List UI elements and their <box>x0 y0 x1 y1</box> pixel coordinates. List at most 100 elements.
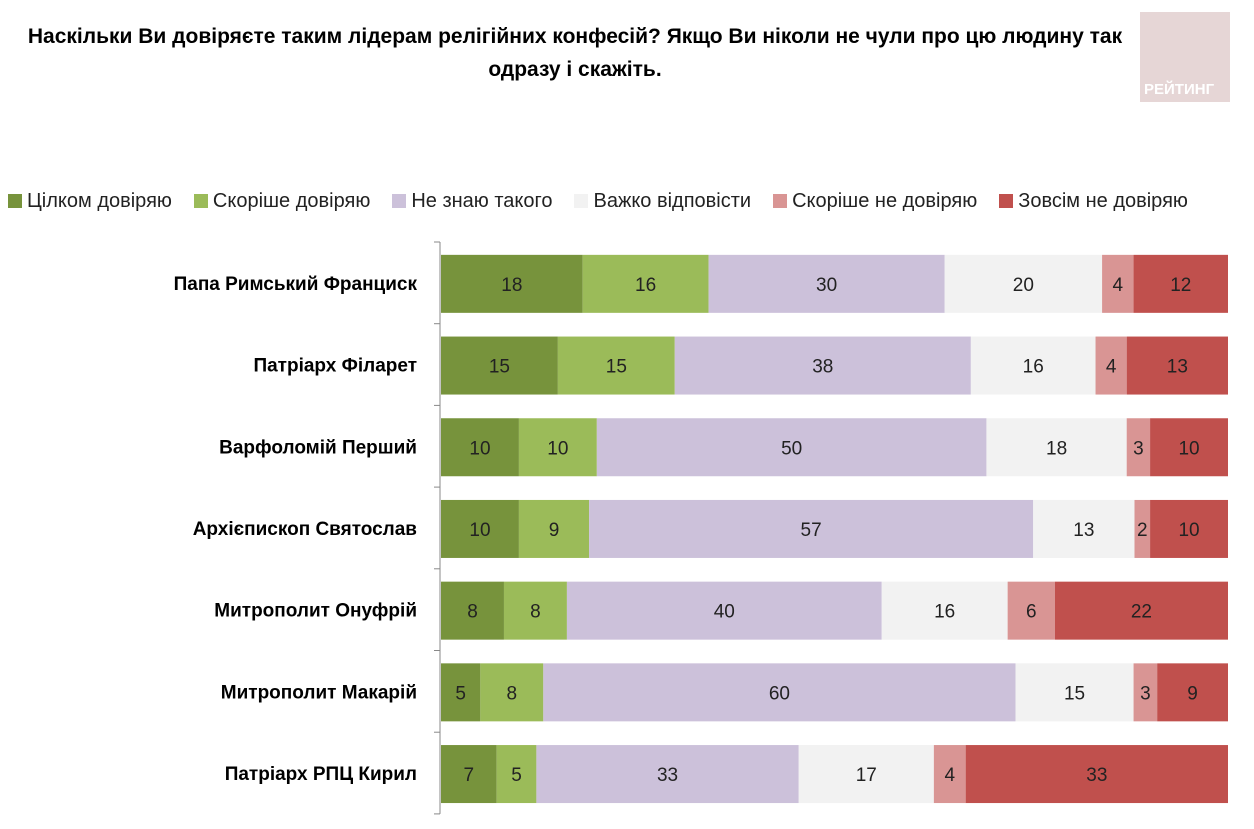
data-label: 40 <box>714 602 735 623</box>
data-label: 7 <box>464 765 475 786</box>
bar-segment <box>557 336 675 395</box>
bar-segment <box>1007 581 1055 640</box>
data-label: 16 <box>1023 357 1044 378</box>
data-label: 30 <box>816 275 837 296</box>
category-label: Митрополит Макарій <box>221 682 417 703</box>
legend-item: Цілком довіряю <box>8 190 172 213</box>
data-label: 18 <box>1046 438 1067 459</box>
bar-segment <box>1150 499 1228 558</box>
legend-swatch <box>392 194 407 208</box>
legend: Цілком довіряю Скоріше довіряю Не знаю так… <box>8 188 1210 214</box>
bar-segment <box>881 581 1008 640</box>
category-label: Митрополит Онуфрій <box>214 601 417 622</box>
data-label: 50 <box>781 438 802 459</box>
legend-swatch <box>999 194 1014 208</box>
bar-segment <box>543 663 1016 722</box>
legend-swatch <box>8 194 22 208</box>
data-label: 4 <box>1106 357 1117 378</box>
data-label: 5 <box>455 683 466 704</box>
bar-segment <box>1134 499 1151 558</box>
legend-label: Скоріше не довіряю <box>792 189 978 212</box>
legend-swatch <box>193 194 208 208</box>
data-label: 22 <box>1131 602 1152 623</box>
data-label: 15 <box>606 357 627 378</box>
data-label: 38 <box>812 357 833 378</box>
bar-segment <box>1150 418 1228 477</box>
data-label: 15 <box>489 357 510 378</box>
bar-segment <box>441 499 519 558</box>
bar-segment <box>518 499 590 558</box>
legend-swatch <box>773 194 788 208</box>
category-label: Архієпископ Святослав <box>193 519 417 540</box>
bar-segment <box>596 418 987 477</box>
chart-title: Наскільки Ви довіряєте таким лідерам рел… <box>27 25 1123 81</box>
bar-segment <box>674 336 971 395</box>
data-label: 12 <box>1170 275 1191 296</box>
bar-segment <box>503 581 567 640</box>
data-label: 57 <box>801 520 822 541</box>
category-label: Патріарх РПЦ Кирил <box>225 764 417 785</box>
bar-segment <box>1126 336 1228 395</box>
bar-segment <box>518 418 597 477</box>
data-label: 3 <box>1133 438 1144 459</box>
bar-segment <box>798 745 934 804</box>
data-label: 10 <box>469 520 490 541</box>
bar-segment <box>1126 418 1151 477</box>
bar-segment <box>944 254 1103 313</box>
bar-segment <box>1015 663 1134 722</box>
legend-item: Не знаю такого <box>392 190 552 213</box>
legend-item: Скоріше не довіряю <box>773 190 977 213</box>
bar-segment <box>1095 336 1127 395</box>
legend-swatch <box>574 194 589 208</box>
data-label: 16 <box>934 602 955 623</box>
bar-segment <box>441 336 558 395</box>
bar-segment <box>589 499 1034 558</box>
bar-segment <box>970 336 1096 395</box>
data-label: 20 <box>1013 275 1034 296</box>
data-label: 9 <box>1187 683 1198 704</box>
category-label: Варфоломій Перший <box>219 437 417 458</box>
data-label: 8 <box>507 683 518 704</box>
rating-logo: РЕЙТИНГ <box>1140 12 1230 102</box>
bar-segment <box>965 745 1228 804</box>
bar-segment <box>1133 254 1228 313</box>
data-label: 16 <box>635 275 656 296</box>
bar-segment <box>986 418 1127 477</box>
data-label: 2 <box>1137 520 1148 541</box>
bar-segment <box>1033 499 1135 558</box>
bar-segment <box>566 581 882 640</box>
data-label: 33 <box>1086 765 1107 786</box>
data-label: 8 <box>467 602 478 623</box>
logo-text: РЕЙТИНГ <box>1144 81 1215 98</box>
data-label: 17 <box>856 765 877 786</box>
bar-segment <box>441 254 583 313</box>
data-label: 33 <box>657 765 678 786</box>
bar-segment <box>536 745 799 804</box>
data-label: 4 <box>944 765 955 786</box>
legend-label: Важко відповісти <box>593 189 752 212</box>
legend-label: Зовсім не довіряю <box>1018 189 1188 212</box>
data-label: 15 <box>1064 683 1085 704</box>
data-label: 10 <box>1178 520 1199 541</box>
bar-segment <box>496 745 537 804</box>
legend-item: Зовсім не довіряю <box>999 190 1188 213</box>
legend-label: Скоріше довіряю <box>212 189 371 212</box>
bar-segment <box>708 254 945 313</box>
data-label: 6 <box>1026 602 1037 623</box>
bar-segment <box>933 745 966 804</box>
bar-segment <box>441 745 497 804</box>
legend-item: Скоріше довіряю <box>193 189 371 213</box>
category-label: Папа Римський Франциск <box>174 274 418 295</box>
data-label: 9 <box>549 520 560 541</box>
bar-segment <box>1157 663 1228 722</box>
data-label: 13 <box>1167 357 1188 378</box>
data-label: 10 <box>1178 438 1199 459</box>
bar-segment <box>441 418 519 477</box>
bar-segment <box>1133 663 1158 722</box>
data-label: 3 <box>1140 683 1151 704</box>
category-label: Патріарх Філарет <box>253 356 417 377</box>
legend-label: Цілком довіряю <box>27 189 172 212</box>
bar-segment <box>441 581 504 640</box>
data-label: 10 <box>547 438 568 459</box>
